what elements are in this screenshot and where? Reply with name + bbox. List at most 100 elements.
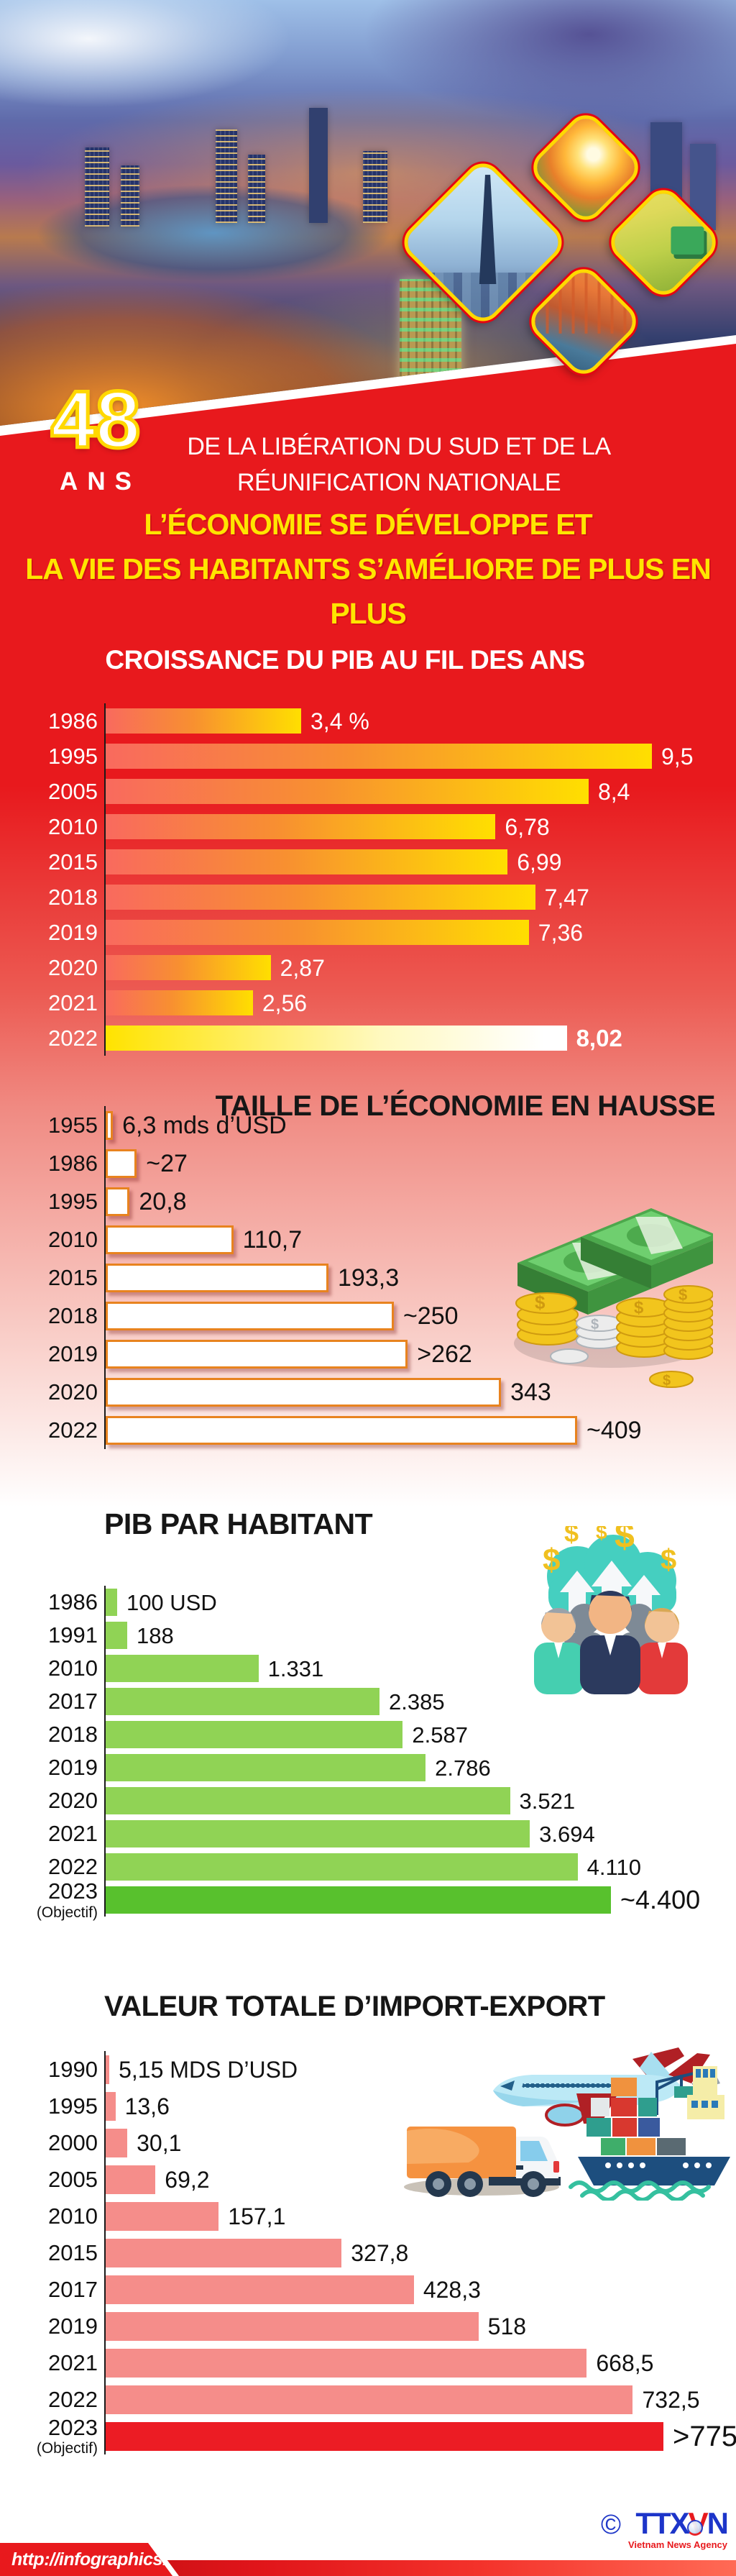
bar-gdp-per-capita-2023 [106,1886,611,1914]
bar-gdp-per-capita-2018 [106,1721,403,1748]
year-label: 1955 [48,1112,98,1138]
value-label: 69,2 [165,2166,210,2193]
value-label: 3,4 % [310,708,369,734]
plot-area: 8,02 [104,1020,652,1056]
bar-import-export-2010 [106,2201,219,2231]
banknote-stack-icon [581,1208,713,1289]
chart-row-2021: 2021 3.694 [7,1817,611,1850]
year-label: 2022 [48,1854,98,1880]
chart-row-2010: 2010 110,7 [7,1220,577,1259]
plot-area: 5,15 MDS D’USD [104,2051,663,2088]
coin-stack-icon: $ [616,1297,672,1358]
bar-economy-size-1995 [106,1187,130,1216]
plot-area: 343 [104,1373,577,1411]
chart-row-2017: 2017 428,3 [7,2271,663,2308]
bar-import-export-2005 [106,2165,156,2194]
year-label: 2021 [48,1821,98,1847]
plot-area: 9,5 [104,739,693,774]
year-label: 2010 [48,813,98,839]
chart-row-1990: 1990 5,15 MDS D’USD [7,2051,663,2088]
plot-area: 188 [104,1619,611,1652]
bar-import-export-2017 [106,2275,414,2304]
headline-line1: L’ÉCONOMIE SE DÉVELOPPE ET [144,508,592,541]
plot-area: 7,47 [104,880,652,915]
value-label: 110,7 [242,1225,303,1253]
building-silhouette [85,147,109,227]
year-label: 2019 [48,1755,98,1781]
value-label: 327,8 [351,2239,409,2266]
year-label: 2020 [48,1379,98,1405]
chart-row-2010: 2010 157,1 [7,2198,663,2234]
svg-text:$: $ [661,1544,676,1576]
plot-area: ~409 [104,1411,642,1449]
chart-economy-size: 1955 6,3 mds d’USD 1986 ~27 1995 20,8 2010 110,… [7,1106,642,1449]
year-label: 2019 [48,1340,98,1366]
bar-import-export-2022 [106,2385,633,2414]
bar-import-export-2019 [106,2311,479,2341]
year-label: 2018 [48,884,98,910]
chart-row-2020: 2020 343 [7,1373,577,1411]
bar-import-export-2000 [106,2128,128,2157]
chart-row-2019: 2019 518 [7,2308,663,2344]
bar-gdp-growth-1986 [106,708,301,734]
import-export-illustration [404,2047,730,2201]
chart-row-1991: 1991 188 [7,1619,611,1652]
plot-area: 2,87 [104,950,652,985]
chart-row-1986: 1986 3,4 % [7,703,652,739]
bar-import-export-1995 [106,2091,116,2121]
chart-title-import-export: VALEUR TOTALE D’IMPORT-EXPORT [104,1991,605,2022]
value-label: 2,87 [280,954,325,981]
bar-economy-size-2019 [106,1339,408,1369]
bar-gdp-per-capita-2022 [106,1853,578,1881]
chart-title-economy-size: TAILLE DE L’ÉCONOMIE EN HAUSSE [215,1090,716,1122]
plot-area: 6,78 [104,809,652,844]
logo-ttx: TTX [635,2506,689,2540]
ttxvn-logo: © TTXVN Vietnam News Agency [576,2506,729,2551]
plot-area: 110,7 [104,1220,577,1259]
year-label: 2022 [48,1025,98,1051]
svg-text:$: $ [615,1526,635,1556]
bar-economy-size-2018 [106,1301,394,1330]
year-label: 2015 [48,2239,98,2265]
value-label: 2,56 [262,990,308,1016]
chart-row-2021: 2021 668,5 [7,2344,663,2381]
value-label: 5,15 MDS D’USD [119,2056,298,2083]
waves [569,2180,711,2201]
income-growth-illustration: $ $ $ $ $ [534,1526,688,1694]
plot-area: >262 [104,1335,577,1373]
chart-row-1995: 1995 9,5 [7,739,693,774]
year-label: 1986 [48,1150,98,1176]
chart-row-2020: 2020 2,87 [7,950,652,985]
plot-area: 100 USD [104,1586,611,1619]
year-label: 1995 [48,1188,98,1214]
value-label: 3.694 [539,1821,595,1847]
chart-row-2022: 2022 732,5 [7,2381,700,2418]
infographics-url[interactable]: http://infographics.vn [12,2549,188,2570]
building-silhouette [216,129,237,223]
chart-title-gdp-growth: CROISSANCE DU PIB AU FIL DES ANS [105,645,585,675]
containers [586,2078,686,2155]
building-silhouette [248,155,265,223]
footer-ribbon: http://infographics.vn [0,2543,172,2576]
plot-area: 30,1 [104,2124,663,2161]
value-label: ~4.400 [620,1885,701,1914]
value-label: 157,1 [228,2203,286,2229]
year-label: 2021 [48,990,98,1015]
value-label: 6,3 mds d’USD [122,1111,287,1139]
value-label: 13,6 [124,2093,170,2119]
chart-row-1955: 1955 6,3 mds d’USD [7,1106,577,1144]
bar-economy-size-1955 [106,1110,114,1140]
globe-icon [687,2520,703,2536]
chart-row-2019: 2019 7,36 [7,915,652,950]
ttxvn-logo-block: TTXVN Vietnam News Agency [628,2506,729,2551]
dedication-line2: RÉUNIFICATION NATIONALE [236,469,561,496]
bar-import-export-1990 [106,2055,110,2084]
bar-economy-size-2020 [106,1377,502,1407]
value-label: 3.521 [519,1788,576,1814]
svg-text:$: $ [663,1373,671,1389]
svg-text:$: $ [591,1317,599,1333]
bar-gdp-growth-2005 [106,779,589,804]
chart-row-2023: 2023 (Objectif) >775 [7,2416,736,2456]
coin-stack-icon: $ $ [649,1285,713,1389]
plot-area: >775 [104,2418,736,2454]
